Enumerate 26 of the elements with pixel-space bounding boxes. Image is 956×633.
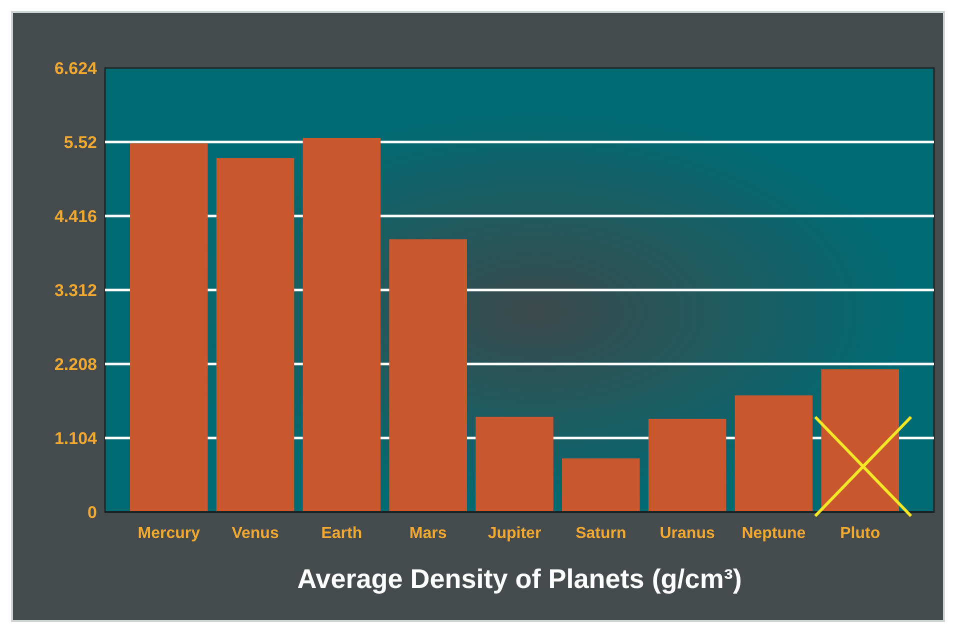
- bar: [821, 369, 899, 512]
- bar: [302, 138, 381, 512]
- y-tick-label: 6.624: [54, 58, 98, 78]
- bar: [734, 395, 813, 512]
- x-tick-label: Earth: [321, 525, 362, 542]
- x-axis-title: Average Density of Planets (g/cm³): [297, 564, 742, 594]
- bar: [648, 418, 726, 512]
- x-tick-label: Neptune: [742, 525, 806, 542]
- bar: [130, 143, 208, 512]
- x-tick-label: Mercury: [138, 525, 200, 542]
- x-tick-label: Venus: [232, 525, 279, 542]
- y-tick-label: 0: [88, 502, 97, 522]
- x-tick-label: Uranus: [660, 525, 715, 542]
- y-tick-label: 1.104: [54, 428, 98, 448]
- bar: [216, 158, 294, 512]
- y-tick-label: 4.416: [54, 206, 97, 226]
- bar: [389, 239, 467, 512]
- y-tick-label: 2.208: [54, 354, 97, 374]
- bar: [476, 416, 554, 512]
- x-tick-label: Mars: [409, 525, 447, 542]
- x-tick-label: Jupiter: [488, 525, 542, 542]
- y-tick-label: 3.312: [54, 280, 97, 300]
- y-tick-label: 5.52: [64, 132, 97, 152]
- x-tick-label: Pluto: [840, 525, 880, 542]
- x-tick-label: Saturn: [576, 525, 626, 542]
- bar: [562, 458, 640, 512]
